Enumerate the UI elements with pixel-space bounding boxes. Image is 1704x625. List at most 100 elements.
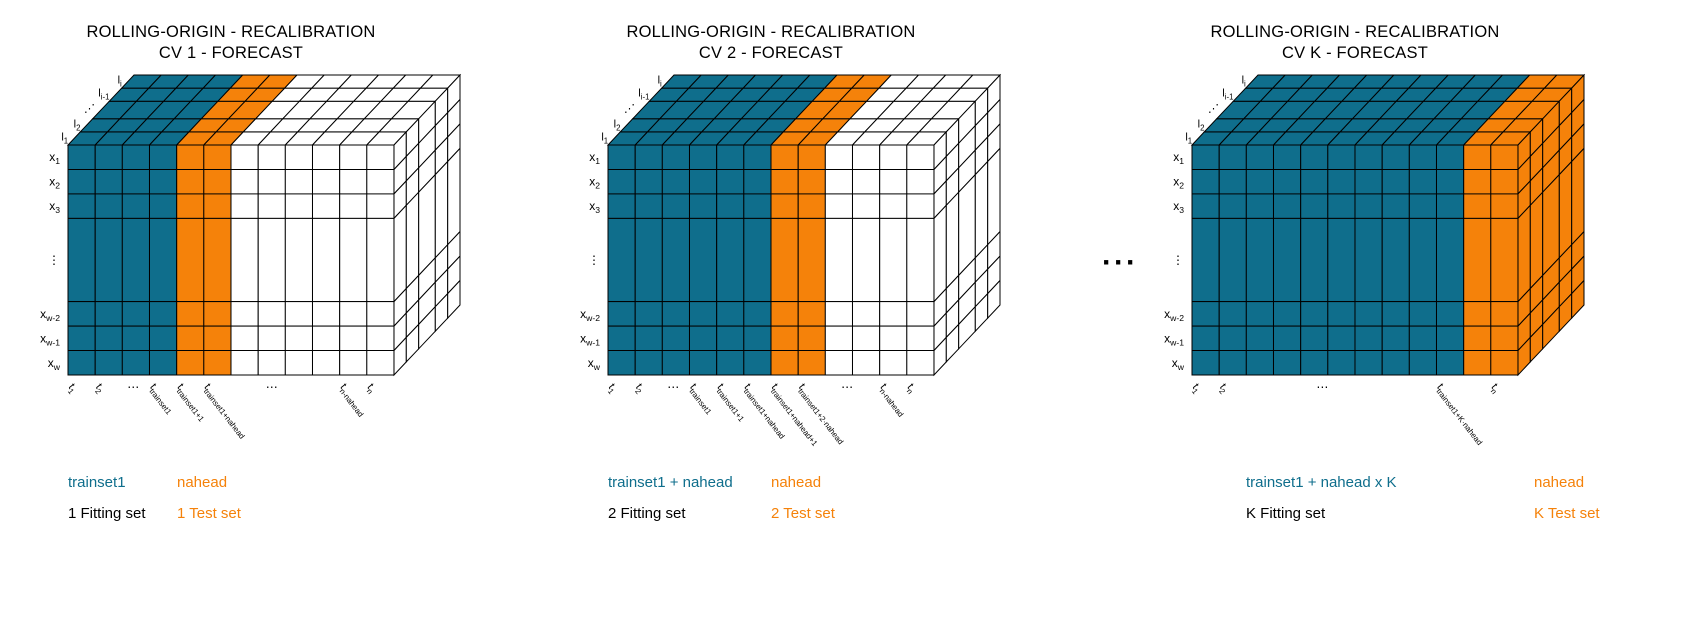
depth-label: l1 <box>1185 132 1192 146</box>
cvk-legend: trainset1 + nahead x K nahead K Fitting … <box>1142 470 1682 542</box>
cube-front-cell <box>634 144 663 171</box>
legend-trainset-label: trainset1 + nahead <box>608 474 733 492</box>
cube-front-cell <box>284 144 313 171</box>
cube-right-cell <box>393 204 407 304</box>
row-label: ⋮ <box>588 253 600 267</box>
cube-front-cell <box>1381 325 1410 352</box>
cube-front-cell <box>1300 301 1329 327</box>
cube-front-cell <box>1490 350 1519 376</box>
cv1-legend: trainset1 nahead 1 Fitting set 1 Test se… <box>18 470 558 542</box>
cube-front-cell <box>176 350 205 376</box>
cube-front-cell <box>1245 301 1274 327</box>
cv-panel-2: ROLLING-ORIGIN - RECALIBRATION CV 2 - FO… <box>558 14 1098 542</box>
cube-front-cell <box>1463 350 1492 376</box>
row-label: x2 <box>49 175 60 191</box>
cube-front-cell <box>149 350 178 376</box>
cube-front-cell <box>906 325 935 352</box>
row-label: x2 <box>1173 175 1184 191</box>
row-label: xw-2 <box>580 307 600 323</box>
cube-front-cell <box>257 325 286 352</box>
cube-front-cell <box>94 218 123 303</box>
cube-front-cell <box>284 301 313 327</box>
cube-front-cell <box>149 193 178 220</box>
cube-front-cell <box>312 325 341 352</box>
cube-front-cell <box>1436 144 1465 171</box>
cube-front-cell <box>689 193 718 220</box>
cube-front-cell <box>743 144 772 171</box>
cube-right-cell <box>447 279 461 320</box>
cube-front-cell <box>770 350 799 376</box>
cube-front-cell <box>1408 350 1437 376</box>
cube-front-cell <box>366 169 395 195</box>
cube-front-cell <box>689 169 718 195</box>
cube-front-cell <box>1490 325 1519 352</box>
cube-front-cell <box>824 218 853 303</box>
cube-front-cell <box>94 350 123 376</box>
depth-label: l1 <box>601 132 608 146</box>
cube-front-cell <box>1245 169 1274 195</box>
cube-front-cell <box>661 169 690 195</box>
cube-front-cell <box>1191 193 1220 220</box>
legend-test-set-label: 2 Test set <box>771 505 835 523</box>
cube-front-cell <box>607 218 636 303</box>
cube-front-cell <box>1327 350 1356 376</box>
cube-front-cell <box>67 193 96 220</box>
cv1-cube: x1 x2 x3 ⋮ xw-2 xw-1 xw li li-1⋰l2 l1 t1 t2 ⋯ ttrains… <box>40 73 462 441</box>
cube-front-cell <box>1408 218 1437 303</box>
cube-front-cell <box>824 193 853 220</box>
x-axis-label: t1 <box>604 382 620 396</box>
cube-front-cell <box>716 325 745 352</box>
cube-front-cell <box>257 301 286 327</box>
cube-front-cell <box>312 350 341 376</box>
row-label: x1 <box>49 150 60 166</box>
cube-front-cell <box>203 144 232 171</box>
cube-front-cell <box>1300 350 1329 376</box>
x-axis-label: tn <box>363 382 379 396</box>
cube-front-cell <box>94 325 123 352</box>
cube-front-cell <box>607 193 636 220</box>
cube-front-cell <box>661 325 690 352</box>
x-axis-label: tn <box>1487 382 1503 396</box>
cube-right-cell <box>1529 191 1544 291</box>
cube-front-cell <box>1408 144 1437 171</box>
row-label: x1 <box>589 150 600 166</box>
cube-front-cell <box>1436 350 1465 376</box>
cube-front-cell <box>230 169 259 195</box>
cube-front-cell <box>1191 169 1220 195</box>
cube-front-cell <box>149 325 178 352</box>
panel-title-line1: ROLLING-ORIGIN - RECALIBRATION <box>626 23 916 41</box>
cv2-legend: trainset1 + nahead nahead 2 Fitting set … <box>558 470 1098 542</box>
cube-front-cell <box>1436 169 1465 195</box>
cube-front-cell <box>1300 218 1329 303</box>
cube-front-cell <box>94 301 123 327</box>
cube-front-cell <box>879 350 908 376</box>
depth-label: li-1 <box>1222 88 1233 102</box>
row-label: xw <box>1172 356 1185 372</box>
x-axis-ellipsis: ⋯ <box>667 380 679 394</box>
cube-front-cell <box>634 350 663 376</box>
legend-nahead-label: nahead <box>177 474 228 492</box>
legend-fitting-set-label: K Fitting set <box>1246 505 1326 523</box>
cube-front-cell <box>770 218 799 303</box>
cube-front-cell <box>1300 144 1329 171</box>
cube-front-cell <box>1381 350 1410 376</box>
cube-front-cell <box>339 301 368 327</box>
cube-front-cell <box>743 193 772 220</box>
cube-front-cell <box>203 193 232 220</box>
cube-front-cell <box>607 144 636 171</box>
cube-front-cell <box>797 144 826 171</box>
x-axis-label: ttrainset1+nahead <box>200 382 251 441</box>
legend-fitting-set-label: 2 Fitting set <box>608 505 686 523</box>
cube-front-cell <box>230 144 259 171</box>
cube-front-cell <box>257 144 286 171</box>
row-label: xw-1 <box>40 332 60 348</box>
cube-front-cell <box>284 169 313 195</box>
row-label: xw <box>588 356 601 372</box>
cube-front-cell <box>824 350 853 376</box>
cube-front-cell <box>1273 325 1302 352</box>
cube-front-cell <box>770 193 799 220</box>
cube-front-cell <box>1354 193 1383 220</box>
x-axis-ellipsis: ⋯ <box>266 380 278 394</box>
depth-label: l2 <box>1198 119 1205 133</box>
depth-label: l2 <box>74 119 81 133</box>
